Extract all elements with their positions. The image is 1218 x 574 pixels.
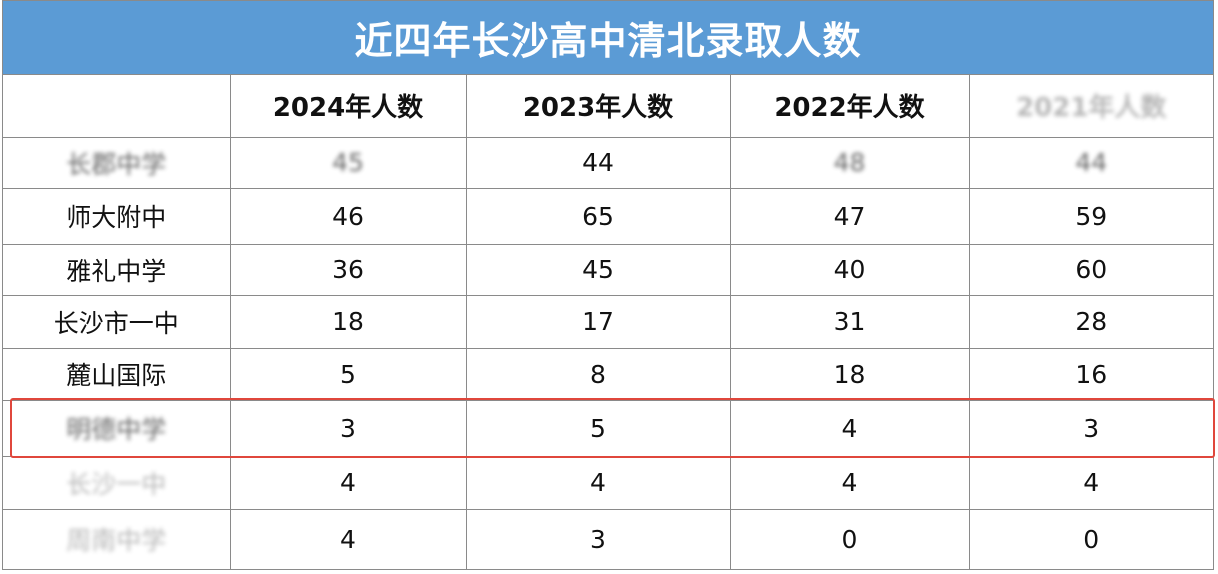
header-row: 2024年人数 2023年人数 2022年人数 2021年人数	[3, 75, 1213, 138]
value-cell: 48	[729, 137, 970, 189]
value-cell: 44	[968, 137, 1213, 189]
table-row: 师大附中 46 65 47 59	[3, 187, 1213, 245]
value-cell: 18	[229, 294, 467, 349]
value-cell: 3	[465, 508, 731, 570]
school-cell: 麓山国际	[3, 347, 231, 401]
value-cell: 36	[229, 243, 467, 296]
header-2021: 2021年人数	[968, 75, 1213, 138]
school-cell: 长沙一中	[3, 455, 231, 510]
value-cell: 0	[968, 508, 1213, 570]
table-row: 长沙市一中 18 17 31 28	[3, 294, 1213, 349]
table-row: 雅礼中学 36 45 40 60	[3, 243, 1213, 296]
header-2022: 2022年人数	[729, 75, 970, 138]
value-cell: 46	[229, 187, 467, 245]
value-cell: 65	[465, 187, 731, 245]
value-cell: 8	[465, 347, 731, 401]
value-cell: 60	[968, 243, 1213, 296]
school-cell: 雅礼中学	[3, 243, 231, 296]
school-cell: 长沙市一中	[3, 294, 231, 349]
value-cell: 28	[968, 294, 1213, 349]
value-cell: 45	[465, 243, 731, 296]
value-cell: 47	[729, 187, 970, 245]
value-cell: 59	[968, 187, 1213, 245]
value-cell: 5	[229, 347, 467, 401]
school-cell: 周南中学	[3, 508, 231, 570]
value-cell: 5	[465, 399, 731, 457]
value-cell: 44	[465, 137, 731, 189]
value-cell: 17	[465, 294, 731, 349]
school-cell: 师大附中	[3, 187, 231, 245]
value-cell: 3	[229, 399, 467, 457]
value-cell: 4	[229, 508, 467, 570]
value-cell: 31	[729, 294, 970, 349]
value-cell: 16	[968, 347, 1213, 401]
header-2024: 2024年人数	[229, 75, 467, 138]
table-row: 长郡中学 45 44 48 44	[3, 137, 1213, 189]
school-cell: 长郡中学	[3, 137, 231, 189]
table-row: 周南中学 4 3 0 0	[3, 508, 1213, 570]
school-cell: 明德中学	[3, 399, 231, 457]
header-school	[3, 75, 231, 138]
value-cell: 45	[229, 137, 467, 189]
table-row: 长沙一中 4 4 4 4	[3, 455, 1213, 510]
value-cell: 40	[729, 243, 970, 296]
value-cell: 4	[229, 455, 467, 510]
value-cell: 18	[729, 347, 970, 401]
value-cell: 0	[729, 508, 970, 570]
table-row-highlighted: 明德中学 3 5 4 3	[3, 399, 1213, 457]
table-title: 近四年长沙高中清北录取人数	[3, 1, 1213, 75]
admission-table: 2024年人数 2023年人数 2022年人数 2021年人数 长郡中学 45 …	[3, 75, 1213, 570]
value-cell: 4	[729, 455, 970, 510]
value-cell: 4	[465, 455, 731, 510]
value-cell: 3	[968, 399, 1213, 457]
value-cell: 4	[968, 455, 1213, 510]
header-2023: 2023年人数	[465, 75, 731, 138]
table-row: 麓山国际 5 8 18 16	[3, 347, 1213, 401]
value-cell: 4	[729, 399, 970, 457]
